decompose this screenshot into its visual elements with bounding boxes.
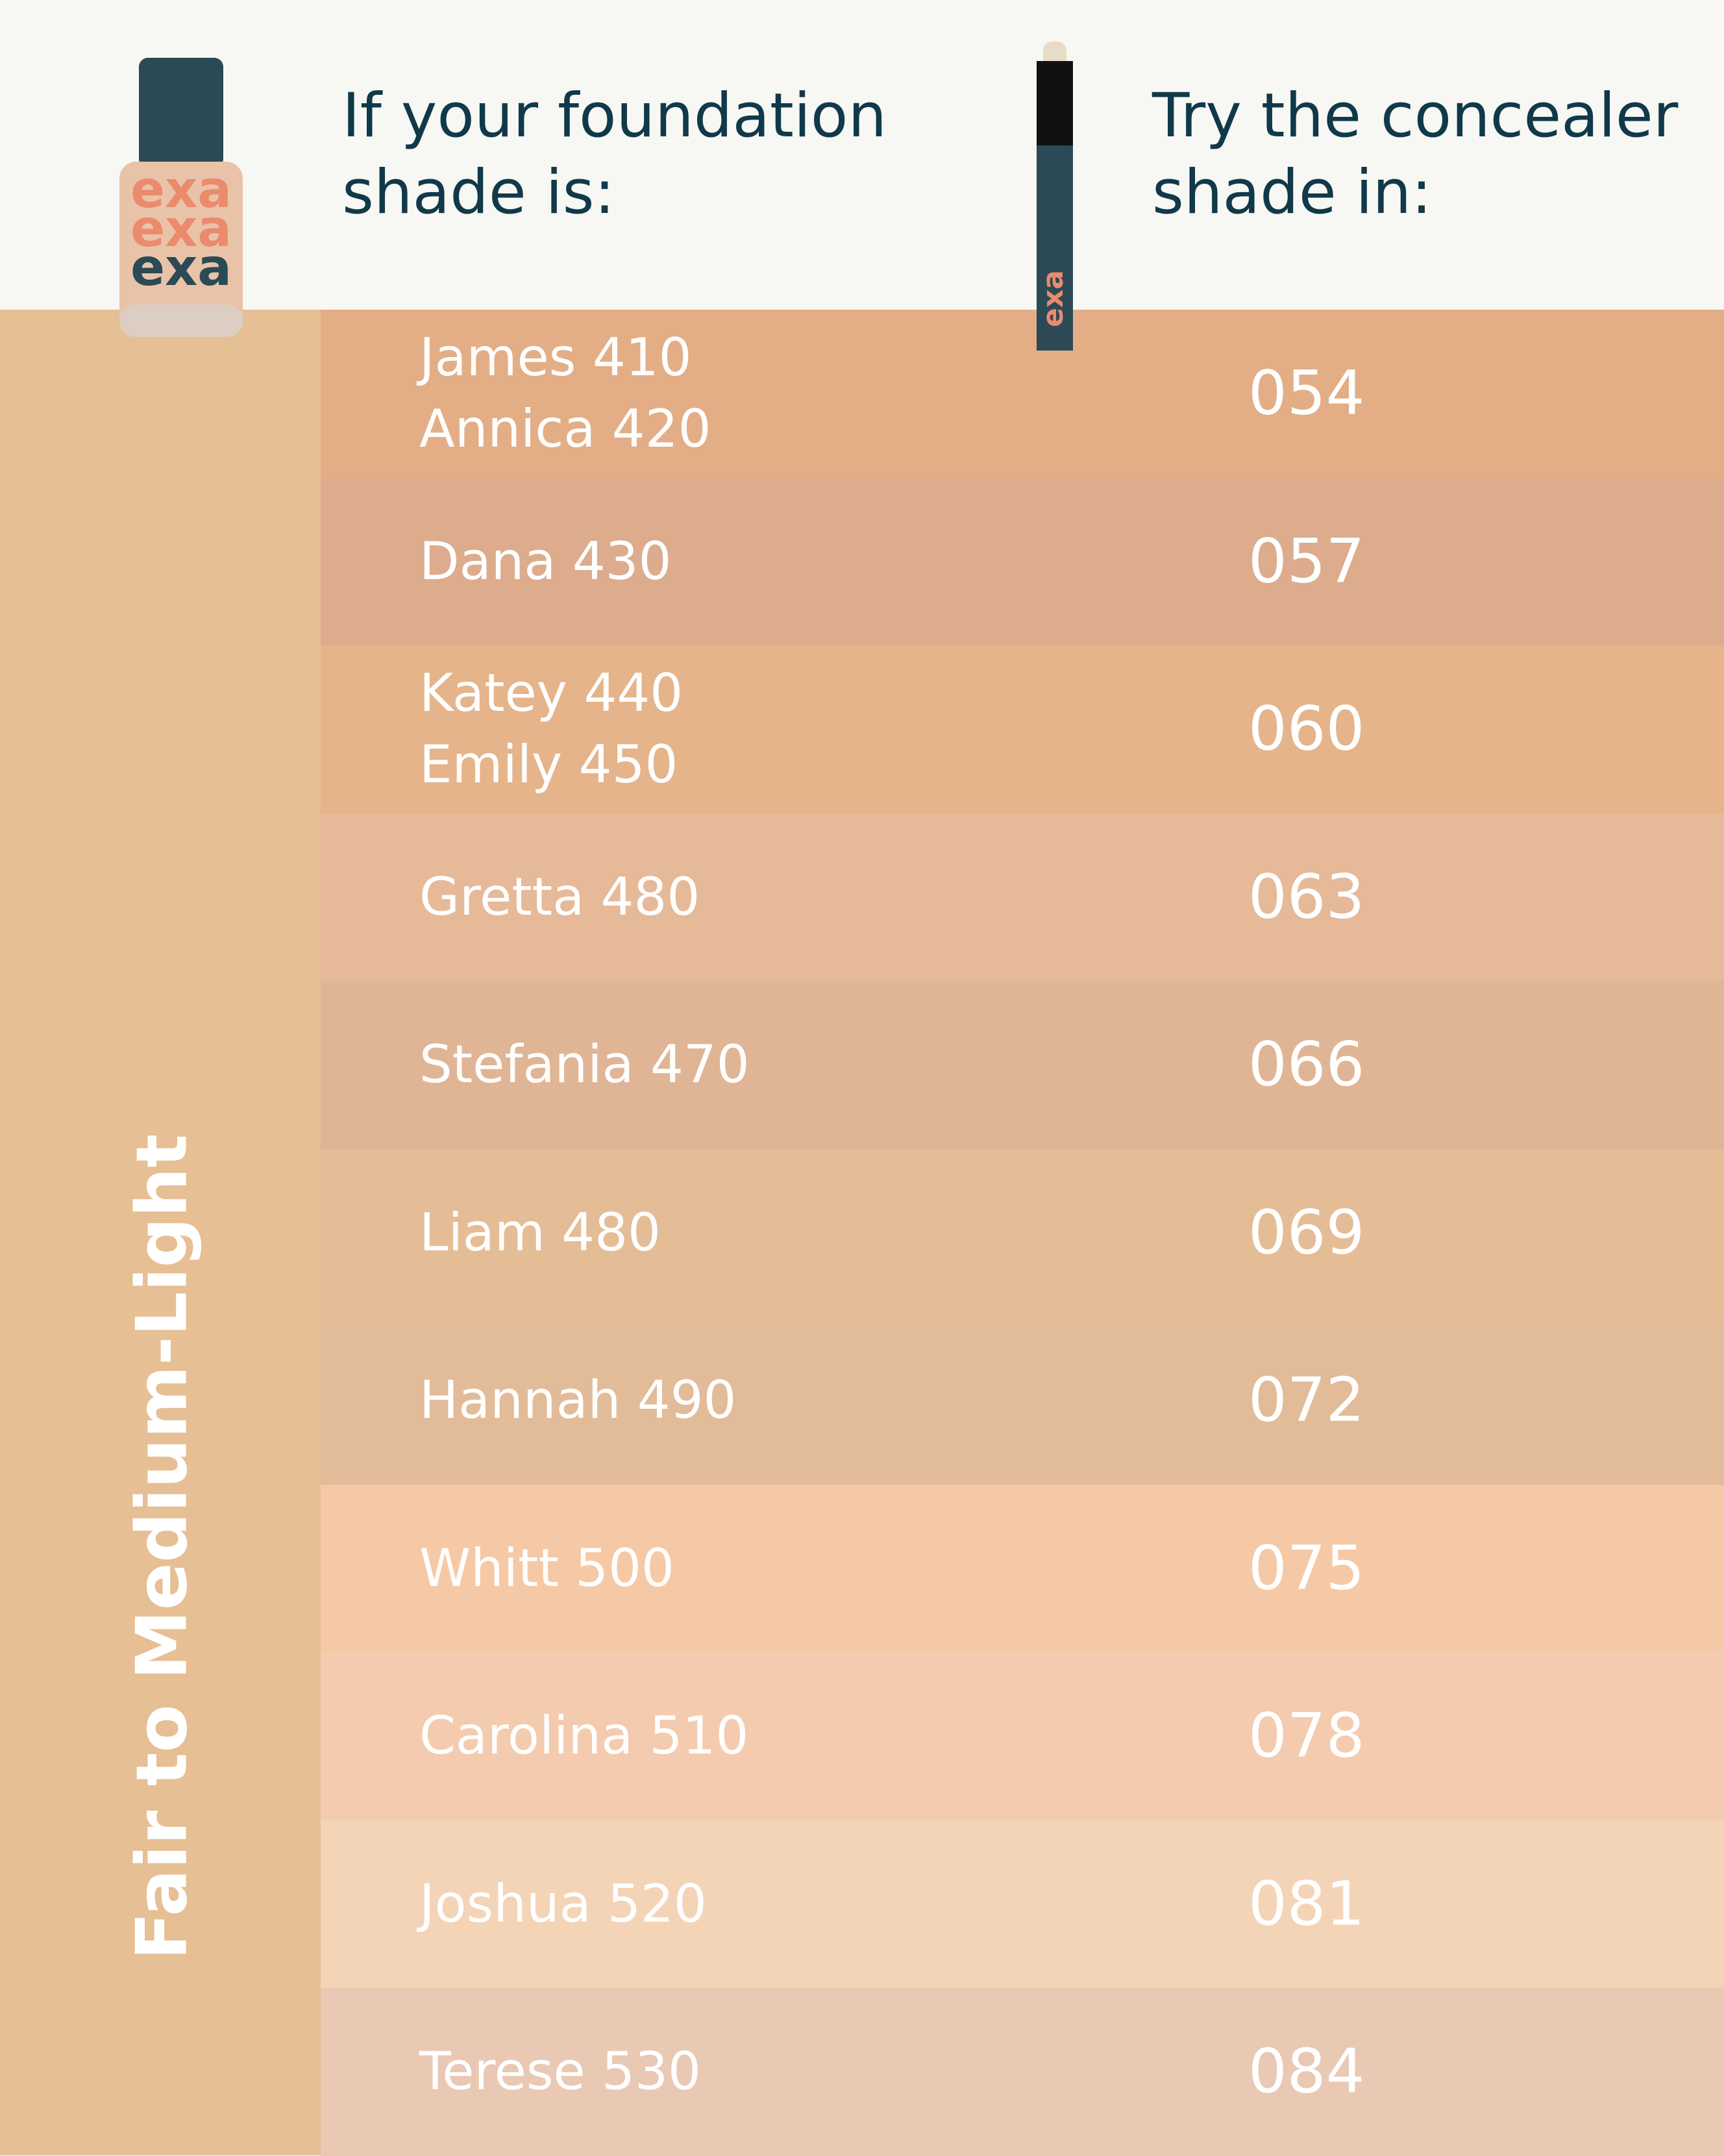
- foundation-shade: Hannah 490: [419, 1370, 737, 1431]
- shade-row: James 410 Annica 420 054: [321, 310, 1724, 478]
- foundation-shades: Gretta 480: [419, 861, 700, 933]
- concealer-heading: Try the concealer shade in:: [1152, 78, 1678, 231]
- foundation-shade: Katey 440: [419, 663, 683, 724]
- brand-logo: exa: [130, 239, 232, 297]
- concealer-shade: 078: [1248, 1700, 1365, 1772]
- foundation-shades: Dana 430: [419, 526, 671, 597]
- shade-row: Hannah 490 072: [321, 1317, 1724, 1485]
- shade-table: James 410 Annica 420 054 Dana 430 057 Katey 4…: [321, 310, 1724, 2156]
- heading-line: Try the concealer: [1152, 81, 1679, 151]
- foundation-shade: Liam 480: [419, 1202, 661, 1263]
- sidebar: Fair to Medium-Light: [0, 310, 321, 2155]
- foundation-shade: Whitt 500: [419, 1537, 674, 1598]
- foundation-shade: Gretta 480: [419, 866, 700, 927]
- foundation-shade: James 410: [419, 327, 692, 388]
- foundation-shades: Liam 480: [419, 1197, 661, 1269]
- shade-row: Joshua 520 081: [321, 1820, 1724, 1988]
- foundation-shade: Terese 530: [419, 2041, 701, 2102]
- shade-row: Stefania 470 066: [321, 981, 1724, 1149]
- concealer-shade: 066: [1248, 1029, 1365, 1100]
- header: If your foundation shade is: Try the conc…: [0, 0, 1724, 310]
- foundation-bottle: exa exa exa: [119, 58, 243, 337]
- shade-row: Gretta 480 063: [321, 813, 1724, 981]
- foundation-shades: Joshua 520: [419, 1868, 707, 1940]
- brand-logo: exa: [1037, 270, 1070, 327]
- shade-row: Whitt 500 075: [321, 1484, 1724, 1652]
- foundation-shades: Whitt 500: [419, 1533, 674, 1604]
- concealer-shade: 057: [1248, 526, 1365, 597]
- concealer-shade: 069: [1248, 1197, 1365, 1269]
- foundation-shade: Carolina 510: [419, 1705, 749, 1766]
- foundation-shades: Hannah 490: [419, 1365, 736, 1436]
- foundation-shade: Annica 420: [419, 399, 711, 460]
- brand-logo: exa: [130, 161, 232, 219]
- foundation-shades: Stefania 470: [419, 1029, 750, 1100]
- brand-logo: exa: [130, 200, 232, 258]
- concealer-shade: 075: [1248, 1533, 1365, 1604]
- foundation-shades: Terese 530: [419, 2036, 701, 2107]
- foundation-shades: James 410 Annica 420: [419, 322, 711, 465]
- concealer-shade: 063: [1248, 861, 1365, 933]
- sidebar-label: Fair to Medium-Light: [121, 1134, 203, 1961]
- foundation-shade: Emily 450: [419, 734, 678, 795]
- shade-row: Liam 480 069: [321, 1148, 1724, 1317]
- foundation-shade: Dana 430: [419, 530, 672, 591]
- foundation-shades: Carolina 510: [419, 1700, 748, 1772]
- concealer-shade: 060: [1248, 693, 1365, 765]
- concealer-shade: 084: [1248, 2036, 1365, 2107]
- shade-row: Terese 530 084: [321, 1988, 1724, 2156]
- shade-row: Dana 430 057: [321, 477, 1724, 645]
- heading-line: shade is:: [342, 157, 615, 228]
- concealer-shade: 072: [1248, 1365, 1365, 1436]
- foundation-shade: Joshua 520: [419, 1873, 707, 1934]
- heading-line: shade in:: [1152, 157, 1432, 228]
- foundation-shades: Katey 440 Emily 450: [419, 658, 683, 800]
- foundation-heading: If your foundation shade is:: [342, 78, 887, 231]
- foundation-shade: Stefania 470: [419, 1034, 750, 1095]
- concealer-stick: exa: [1037, 42, 1073, 351]
- heading-line: If your foundation: [342, 81, 887, 151]
- concealer-shade: 054: [1248, 358, 1365, 429]
- concealer-shade: 081: [1248, 1868, 1365, 1940]
- shade-row: Carolina 510 078: [321, 1652, 1724, 1820]
- shade-row: Katey 440 Emily 450 060: [321, 645, 1724, 813]
